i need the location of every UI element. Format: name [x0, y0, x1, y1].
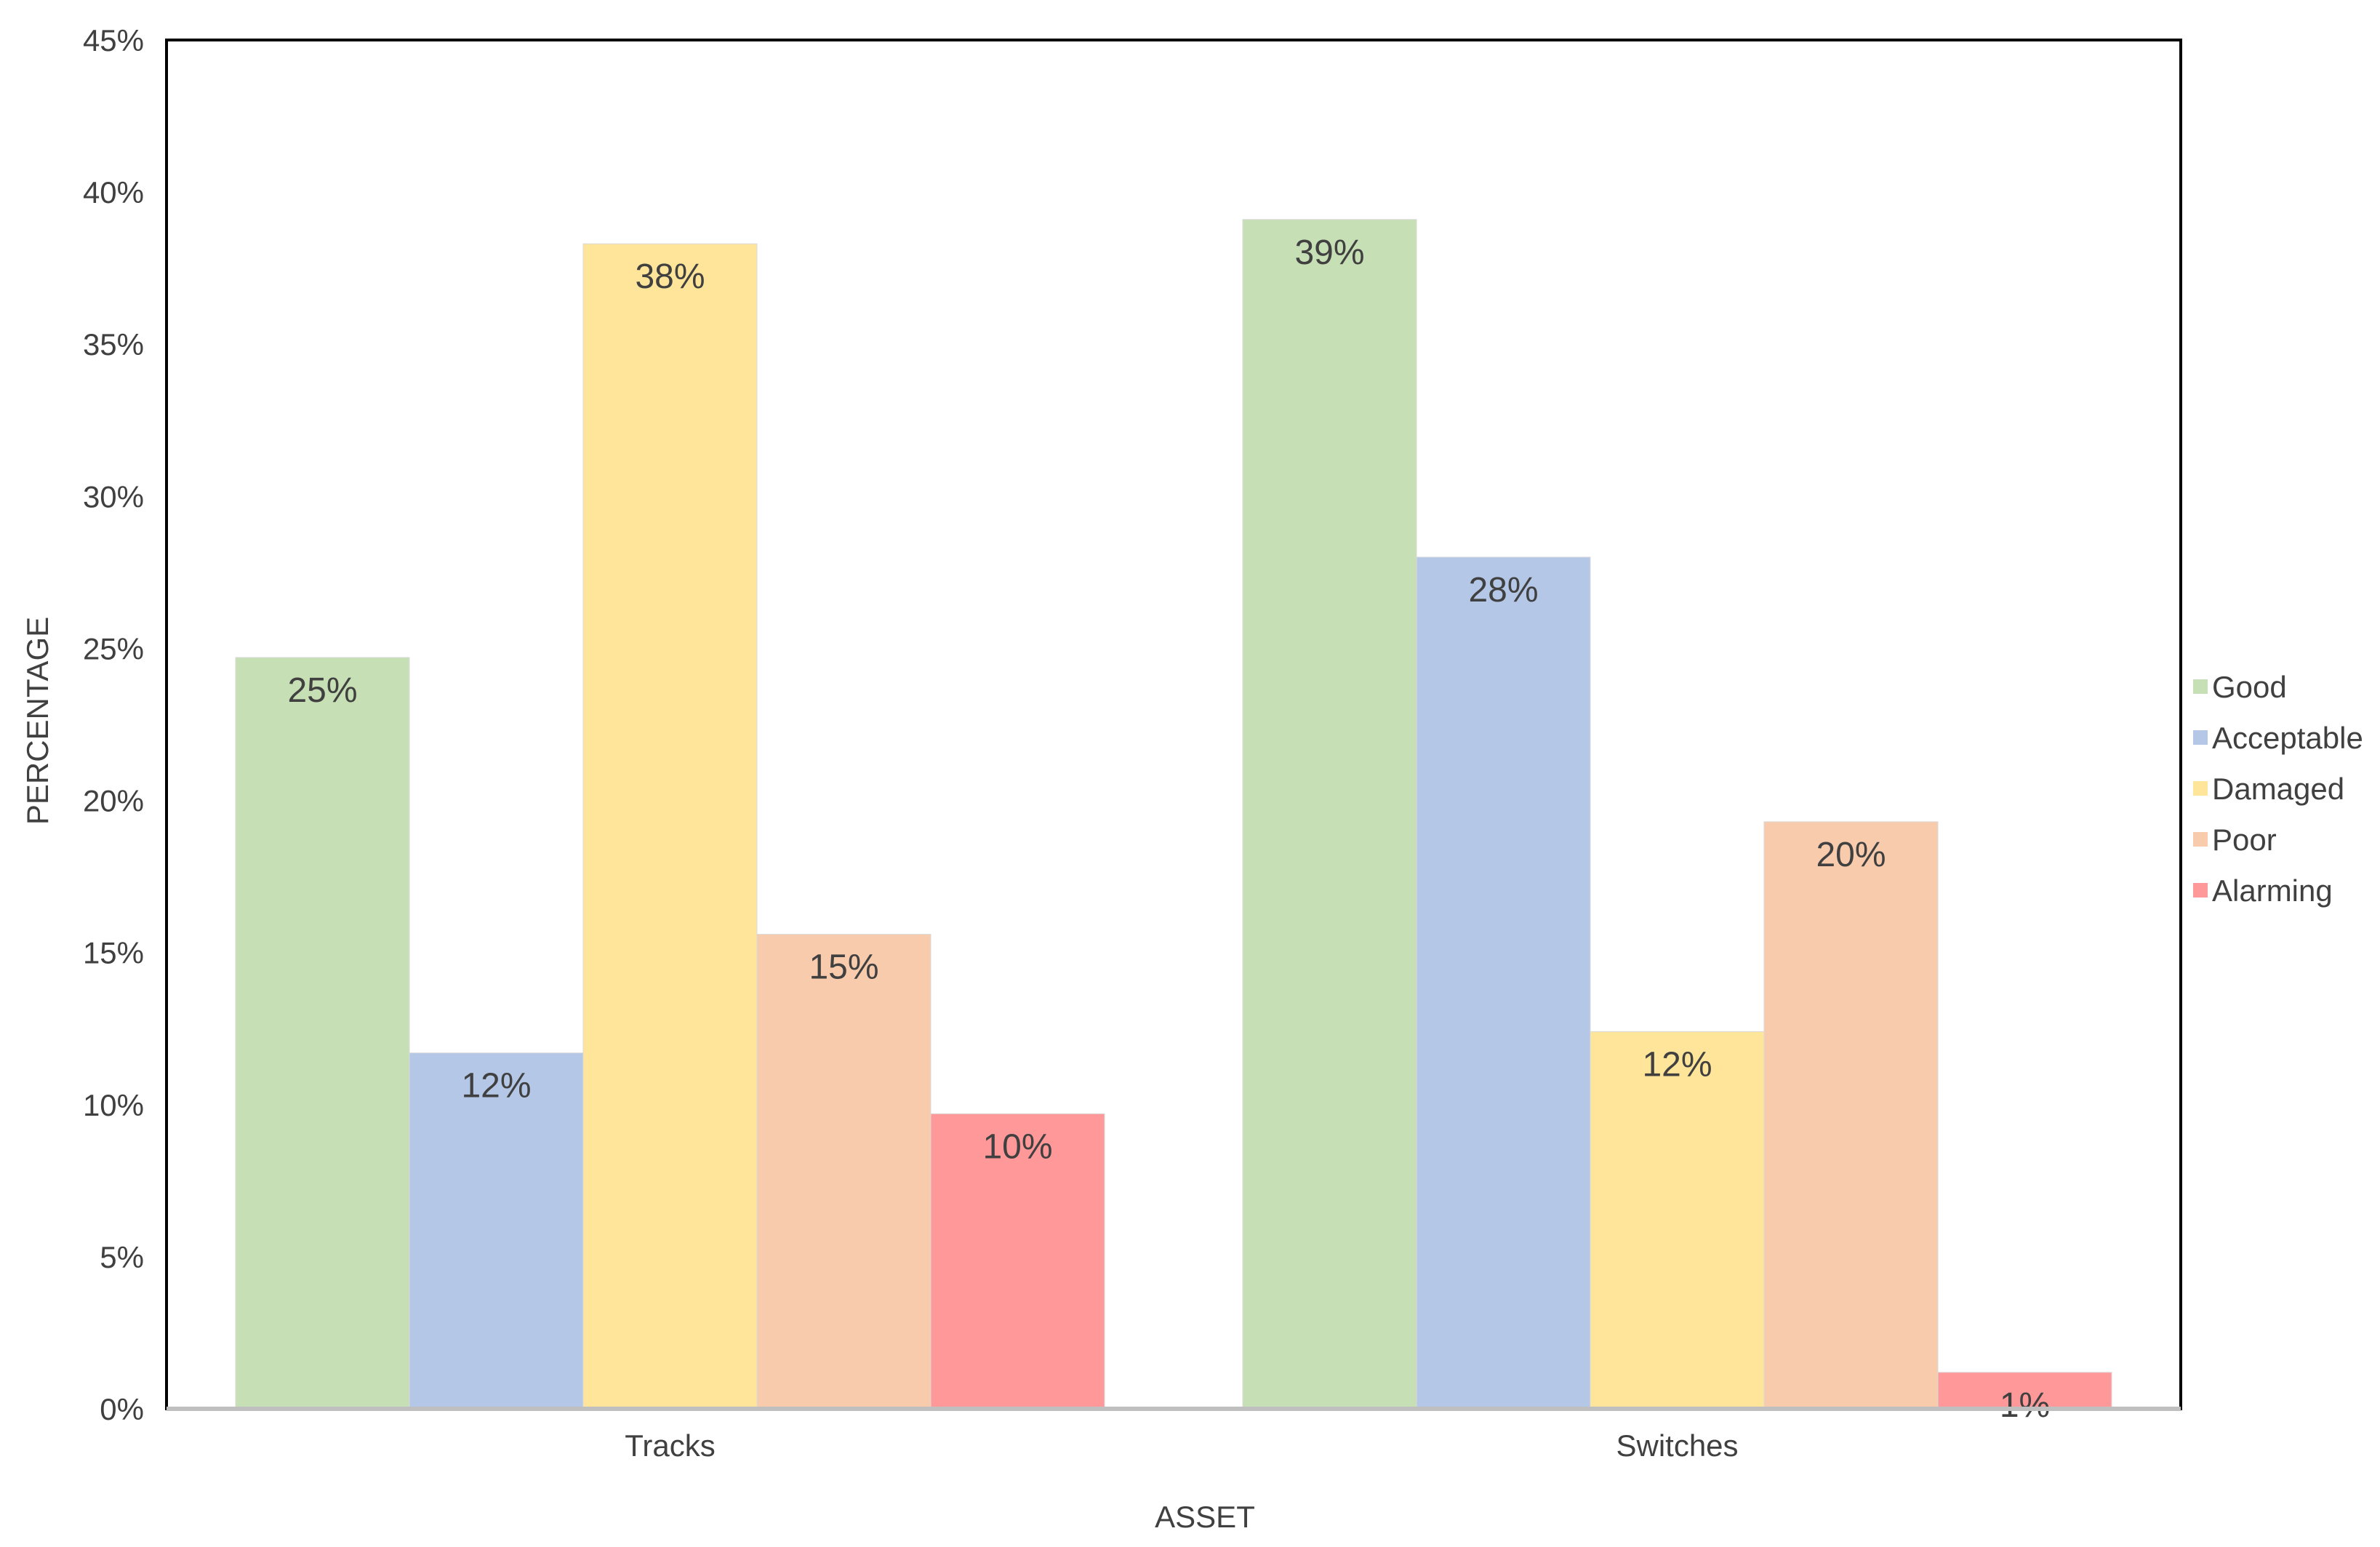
data-label: 10% — [982, 1127, 1052, 1166]
y-tick-label: 10% — [83, 1088, 144, 1122]
x-axis-ticks: Tracks Switches — [625, 1428, 1738, 1463]
x-axis-title: ASSET — [1155, 1500, 1255, 1534]
data-label: 25% — [287, 671, 357, 710]
y-axis-ticks: 0% 5% 10% 15% 20% 25% 30% 35% 40% 45% — [83, 23, 144, 1426]
x-tick-label: Tracks — [625, 1428, 715, 1463]
legend-label-poor: Poor — [2212, 823, 2277, 857]
bars-group — [235, 219, 2112, 1410]
data-label: 1% — [2000, 1386, 2050, 1425]
bar-poor-switches — [1763, 821, 1939, 1410]
bar-good-tracks — [235, 657, 410, 1410]
data-label: 12% — [461, 1067, 531, 1106]
bar-poor-tracks — [756, 934, 931, 1410]
data-label: 15% — [809, 948, 878, 987]
data-label: 39% — [1294, 233, 1364, 272]
bar-acceptable-tracks — [409, 1052, 584, 1410]
bar-damaged-switches — [1590, 1031, 1765, 1410]
bar-damaged-tracks — [582, 243, 758, 1410]
legend-swatch-damaged — [2193, 781, 2208, 796]
data-labels-group: 25% 12% 38% 15% 10% 39% 28% 12% 20% 1% — [287, 233, 2050, 1425]
legend-label-good: Good — [2212, 670, 2287, 704]
y-axis-title: PERCENTAGE — [20, 617, 55, 825]
legend-label-damaged: Damaged — [2212, 772, 2344, 806]
legend-swatch-poor — [2193, 832, 2208, 847]
bar-alarming-switches — [1937, 1372, 2112, 1410]
y-tick-label: 0% — [100, 1392, 144, 1426]
x-tick-label: Switches — [1616, 1428, 1738, 1463]
y-tick-label: 15% — [83, 936, 144, 970]
y-tick-label: 25% — [83, 631, 144, 665]
y-tick-label: 40% — [83, 175, 144, 209]
legend-label-acceptable: Acceptable — [2212, 721, 2363, 755]
data-label: 20% — [1816, 836, 1886, 874]
y-tick-label: 45% — [83, 23, 144, 57]
y-tick-label: 5% — [100, 1240, 144, 1274]
data-label: 12% — [1642, 1045, 1712, 1084]
legend: Good Acceptable Damaged Poor Alarming — [2193, 670, 2363, 908]
legend-label-alarming: Alarming — [2212, 874, 2333, 908]
data-label: 38% — [635, 257, 705, 296]
data-label: 28% — [1468, 571, 1538, 609]
y-tick-label: 35% — [83, 327, 144, 361]
legend-swatch-good — [2193, 679, 2208, 694]
bar-acceptable-switches — [1416, 556, 1591, 1410]
legend-swatch-acceptable — [2193, 730, 2208, 745]
y-tick-label: 30% — [83, 479, 144, 513]
y-tick-label: 20% — [83, 784, 144, 818]
bar-good-switches — [1242, 219, 1417, 1410]
legend-swatch-alarming — [2193, 883, 2208, 898]
bar-alarming-tracks — [930, 1113, 1105, 1410]
